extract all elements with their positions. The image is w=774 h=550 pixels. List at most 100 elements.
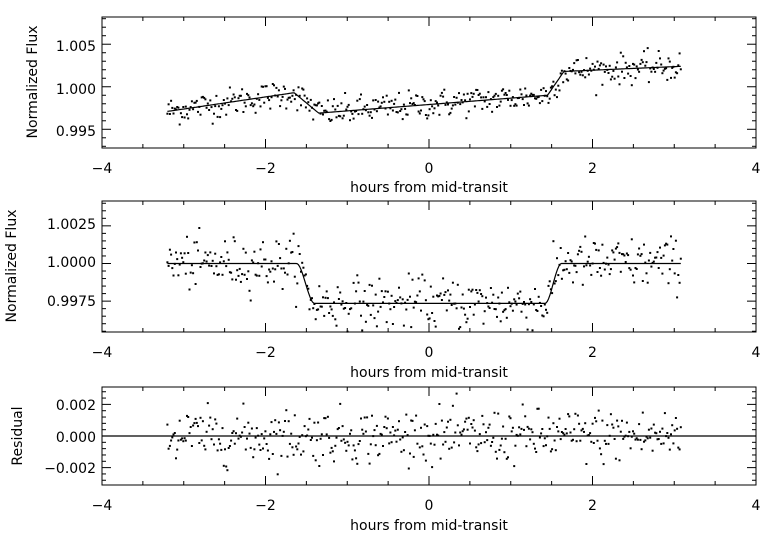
data-point: [679, 426, 682, 429]
data-point: [578, 71, 581, 74]
data-point: [300, 453, 302, 456]
data-point: [315, 439, 318, 442]
data-point: [353, 449, 356, 452]
data-point: [455, 96, 458, 99]
data-point: [226, 469, 229, 472]
data-point: [473, 429, 476, 432]
data-point: [351, 458, 354, 461]
data-point: [622, 55, 625, 58]
data-point: [230, 271, 233, 274]
data-point: [478, 92, 481, 95]
data-point: [617, 425, 620, 428]
data-point: [298, 253, 301, 255]
data-point: [424, 299, 427, 302]
data-point: [340, 439, 343, 442]
data-point: [361, 112, 364, 115]
data-point: [219, 116, 222, 119]
data-point: [264, 258, 267, 261]
data-point: [410, 97, 413, 100]
data-point: [340, 303, 343, 306]
data-point: [340, 102, 343, 105]
data-point: [329, 120, 332, 122]
data-point: [439, 292, 442, 295]
data-point: [574, 264, 577, 267]
data-point: [172, 112, 175, 115]
data-point: [458, 444, 460, 447]
data-point: [336, 286, 339, 289]
data-point: [220, 107, 223, 110]
x-axis-title: hours from mid-transit: [350, 365, 508, 381]
data-point: [627, 254, 630, 257]
data-point: [443, 88, 446, 91]
data-point: [449, 418, 452, 421]
data-point: [625, 252, 628, 255]
data-point: [607, 263, 610, 266]
data-point: [357, 443, 360, 446]
data-point: [639, 438, 642, 441]
data-point: [268, 268, 271, 271]
data-point: [273, 84, 275, 87]
data-point: [230, 439, 233, 442]
data-point: [508, 301, 511, 304]
data-point: [444, 440, 447, 443]
data-point: [331, 450, 334, 453]
data-point: [333, 460, 335, 463]
data-point: [349, 119, 351, 122]
data-point: [505, 457, 508, 460]
data-point: [509, 305, 512, 308]
data-point: [451, 281, 454, 284]
data-point: [328, 118, 331, 121]
data-point: [292, 89, 295, 92]
data-point: [464, 420, 467, 423]
data-point: [288, 96, 291, 99]
data-point: [421, 273, 424, 276]
data-point: [201, 95, 204, 98]
data-point: [596, 60, 599, 63]
data-point: [573, 264, 576, 267]
data-point: [274, 268, 277, 271]
data-point: [450, 446, 453, 449]
data-point: [379, 432, 382, 435]
data-point: [646, 437, 649, 440]
data-point: [514, 444, 517, 447]
data-point: [426, 313, 429, 316]
data-point: [482, 423, 485, 426]
data-point: [288, 442, 291, 445]
data-point: [450, 107, 453, 110]
data-point: [411, 278, 414, 281]
data-point: [477, 300, 480, 303]
data-point: [175, 251, 177, 254]
data-point: [167, 103, 170, 106]
data-point: [396, 428, 399, 431]
data-point: [215, 265, 218, 268]
data-point: [380, 101, 383, 104]
data-point: [529, 298, 532, 301]
data-point: [166, 423, 169, 426]
data-point: [374, 99, 377, 101]
data-point: [246, 92, 248, 95]
data-point: [178, 263, 181, 266]
data-point: [504, 92, 507, 94]
data-point: [554, 280, 557, 283]
data-point: [405, 113, 408, 116]
data-point: [422, 453, 425, 456]
y-tick-label: 1.0025: [47, 217, 96, 233]
data-point: [329, 451, 332, 454]
data-point: [632, 274, 634, 277]
data-point: [248, 432, 251, 435]
axis-ticks: [101, 387, 757, 485]
data-point: [493, 94, 496, 97]
data-point: [639, 62, 642, 65]
data-point: [466, 92, 469, 95]
data-point: [189, 106, 192, 109]
data-point: [524, 87, 527, 90]
data-point: [322, 454, 324, 456]
data-point: [568, 67, 571, 69]
data-point: [320, 305, 323, 308]
data-point: [270, 260, 273, 263]
data-point: [258, 443, 261, 446]
data-point: [439, 457, 442, 460]
data-point: [438, 294, 441, 297]
data-point: [477, 443, 480, 446]
data-point: [326, 99, 329, 102]
